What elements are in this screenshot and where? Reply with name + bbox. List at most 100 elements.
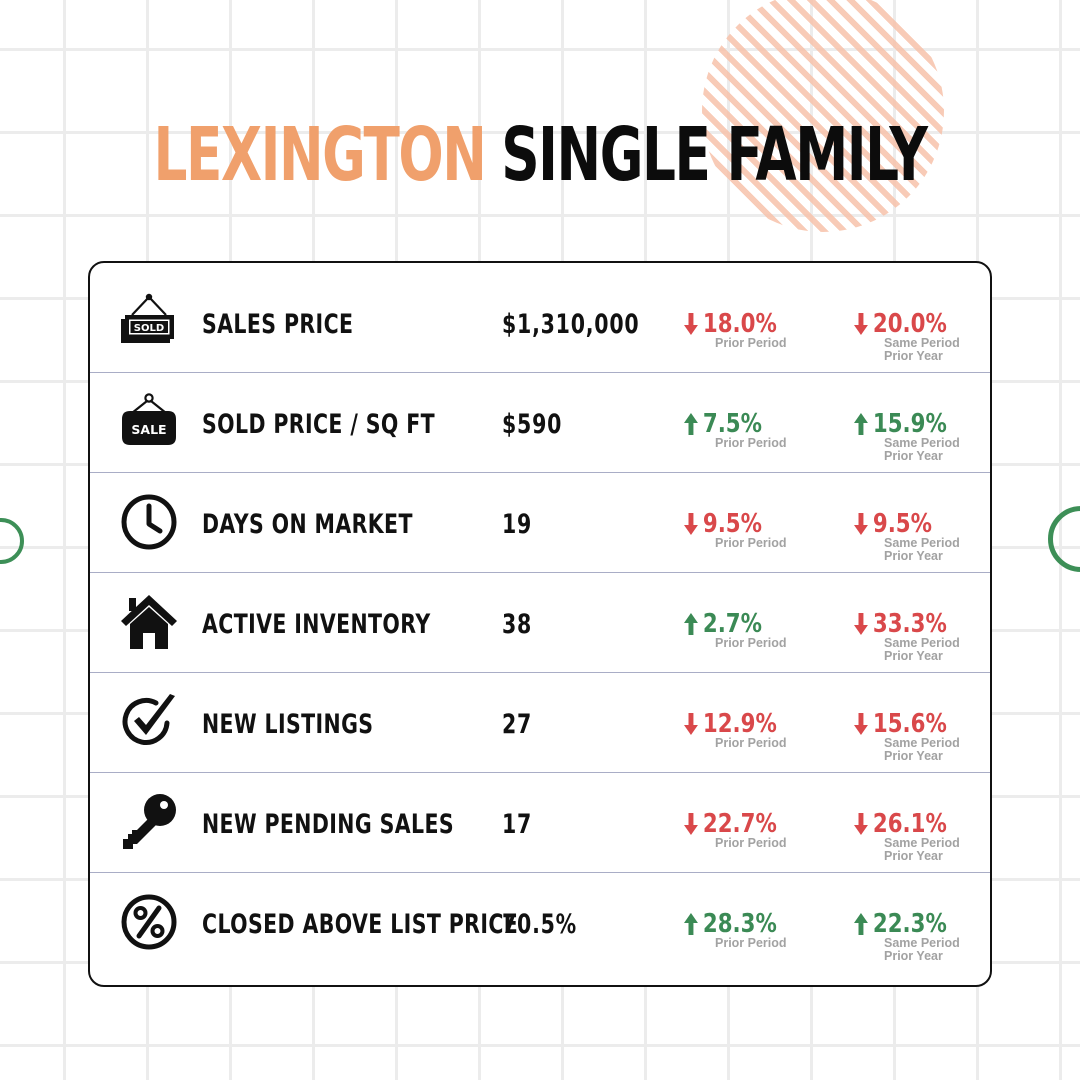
prior-period-percent: 12.9% xyxy=(702,709,777,739)
arrow-up-icon xyxy=(684,913,698,935)
prior-year-label-line2: Prior Year xyxy=(884,949,943,963)
arrow-down-icon xyxy=(854,813,868,835)
prior-year-change: 15.6% Same Period Prior Year xyxy=(854,705,967,763)
decorative-ring-right xyxy=(1048,506,1080,572)
sale-sign-icon: SALE xyxy=(120,393,178,451)
prior-year-change: 33.3% Same Period Prior Year xyxy=(854,605,967,663)
prior-period-change: 9.5% Prior Period xyxy=(684,505,787,550)
arrow-down-icon xyxy=(854,613,868,635)
prior-year-label-line1: Same Period xyxy=(884,336,960,350)
arrow-up-icon xyxy=(684,613,698,635)
stat-value: 17 xyxy=(502,809,533,840)
arrow-down-icon xyxy=(684,813,698,835)
stats-card: SOLD SALES PRICE $1,310,000 18.0% Prior … xyxy=(88,261,992,987)
prior-period-percent: 22.7% xyxy=(702,809,777,839)
arrow-up-icon xyxy=(684,413,698,435)
prior-year-change: 9.5% Same Period Prior Year xyxy=(854,505,960,563)
arrow-down-icon xyxy=(684,513,698,535)
prior-period-percent: 7.5% xyxy=(702,409,762,439)
prior-period-percent: 2.7% xyxy=(702,609,762,639)
prior-year-percent: 15.9% xyxy=(872,409,947,439)
prior-period-label: Prior Period xyxy=(715,736,787,750)
prior-period-change: 18.0% Prior Period xyxy=(684,305,797,350)
prior-year-label-line2: Prior Year xyxy=(884,549,943,563)
prior-year-label-line1: Same Period xyxy=(884,836,960,850)
decorative-ring-left xyxy=(0,518,24,564)
arrow-down-icon xyxy=(854,313,868,335)
checkmark-circle-icon xyxy=(120,693,178,751)
prior-period-label: Prior Period xyxy=(715,636,787,650)
key-icon xyxy=(120,793,178,851)
stat-row-1: SOLD SALES PRICE $1,310,000 18.0% Prior … xyxy=(90,263,990,373)
prior-year-percent: 33.3% xyxy=(872,609,947,639)
prior-period-change: 7.5% Prior Period xyxy=(684,405,787,450)
prior-year-change: 26.1% Same Period Prior Year xyxy=(854,805,967,863)
prior-period-percent: 9.5% xyxy=(702,509,762,539)
stat-label: CLOSED ABOVE LIST PRICE xyxy=(202,909,519,940)
svg-text:SOLD: SOLD xyxy=(134,323,164,334)
percent-circle-icon xyxy=(120,893,178,951)
prior-year-label-line2: Prior Year xyxy=(884,849,943,863)
prior-period-label: Prior Period xyxy=(715,336,787,350)
stat-row-6: NEW PENDING SALES 17 22.7% Prior Period … xyxy=(90,773,990,873)
svg-text:SALE: SALE xyxy=(131,422,166,437)
decorative-striped-circle xyxy=(702,0,944,232)
prior-year-label-line2: Prior Year xyxy=(884,349,943,363)
arrow-up-icon xyxy=(854,913,868,935)
stat-row-3: DAYS ON MARKET 19 9.5% Prior Period 9.5%… xyxy=(90,473,990,573)
prior-period-change: 28.3% Prior Period xyxy=(684,905,797,950)
prior-year-label-line2: Prior Year xyxy=(884,449,943,463)
prior-period-percent: 18.0% xyxy=(702,309,777,339)
prior-year-percent: 26.1% xyxy=(872,809,947,839)
stat-value: 27 xyxy=(502,709,533,740)
arrow-down-icon xyxy=(854,513,868,535)
prior-year-label-line1: Same Period xyxy=(884,936,960,950)
clock-icon xyxy=(120,493,178,551)
prior-year-label-line2: Prior Year xyxy=(884,649,943,663)
prior-period-label: Prior Period xyxy=(715,436,787,450)
prior-period-change: 2.7% Prior Period xyxy=(684,605,787,650)
stat-label: SOLD PRICE / SQ FT xyxy=(202,409,436,440)
sold-sign-icon: SOLD xyxy=(120,293,178,351)
prior-year-change: 22.3% Same Period Prior Year xyxy=(854,905,967,963)
prior-year-change: 15.9% Same Period Prior Year xyxy=(854,405,967,463)
stat-value: 38 xyxy=(502,609,533,640)
prior-period-change: 12.9% Prior Period xyxy=(684,705,797,750)
prior-period-percent: 28.3% xyxy=(702,909,777,939)
page-title: LEXINGTON SINGLE FAMILY xyxy=(151,118,929,192)
stat-value: 19 xyxy=(502,509,533,540)
stat-label: SALES PRICE xyxy=(202,309,354,340)
prior-period-label: Prior Period xyxy=(715,836,787,850)
stat-label: NEW PENDING SALES xyxy=(202,809,455,840)
stat-row-4: ACTIVE INVENTORY 38 2.7% Prior Period 33… xyxy=(90,573,990,673)
prior-period-label: Prior Period xyxy=(715,536,787,550)
prior-year-change: 20.0% Same Period Prior Year xyxy=(854,305,967,363)
prior-year-percent: 15.6% xyxy=(872,709,947,739)
prior-period-label: Prior Period xyxy=(715,936,787,950)
prior-year-percent: 9.5% xyxy=(872,509,932,539)
prior-year-label-line1: Same Period xyxy=(884,736,960,750)
prior-year-label-line1: Same Period xyxy=(884,536,960,550)
stat-row-5: NEW LISTINGS 27 12.9% Prior Period 15.6%… xyxy=(90,673,990,773)
stat-label: ACTIVE INVENTORY xyxy=(202,609,431,640)
stat-label: DAYS ON MARKET xyxy=(202,509,413,540)
stat-row-7: CLOSED ABOVE LIST PRICE 70.5% 28.3% Prio… xyxy=(90,873,990,973)
prior-year-percent: 22.3% xyxy=(872,909,947,939)
prior-year-percent: 20.0% xyxy=(872,309,947,339)
stat-value: $590 xyxy=(502,409,563,440)
title-city: LEXINGTON xyxy=(153,112,486,198)
stat-value: 70.5% xyxy=(502,909,577,940)
stat-row-2: SALE SOLD PRICE / SQ FT $590 7.5% Prior … xyxy=(90,373,990,473)
prior-year-label-line1: Same Period xyxy=(884,636,960,650)
prior-year-label-line1: Same Period xyxy=(884,436,960,450)
arrow-down-icon xyxy=(684,313,698,335)
prior-year-label-line2: Prior Year xyxy=(884,749,943,763)
title-property-type: SINGLE FAMILY xyxy=(501,112,928,198)
arrow-down-icon xyxy=(684,713,698,735)
stat-value: $1,310,000 xyxy=(502,309,640,340)
prior-period-change: 22.7% Prior Period xyxy=(684,805,797,850)
arrow-up-icon xyxy=(854,413,868,435)
stat-label: NEW LISTINGS xyxy=(202,709,374,740)
house-icon xyxy=(120,593,178,651)
arrow-down-icon xyxy=(854,713,868,735)
